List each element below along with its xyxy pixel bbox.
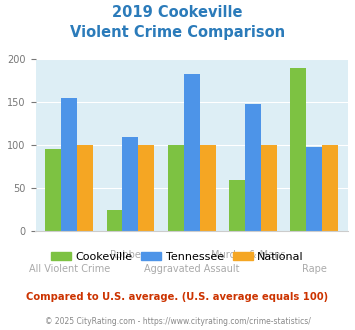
Text: All Violent Crime: All Violent Crime — [28, 264, 110, 274]
Bar — [45, 149, 61, 231]
Bar — [306, 147, 322, 231]
Bar — [184, 74, 200, 231]
Bar — [290, 68, 306, 231]
Bar — [261, 145, 277, 231]
Text: 2019 Cookeville: 2019 Cookeville — [112, 5, 243, 20]
Bar — [245, 104, 261, 231]
Bar — [61, 98, 77, 231]
Bar — [138, 145, 154, 231]
Text: Rape: Rape — [302, 264, 327, 274]
Text: Compared to U.S. average. (U.S. average equals 100): Compared to U.S. average. (U.S. average … — [26, 292, 329, 302]
Text: Robbery: Robbery — [110, 250, 151, 260]
Text: Aggravated Assault: Aggravated Assault — [144, 264, 240, 274]
Bar — [200, 145, 215, 231]
Legend: Cookeville, Tennessee, National: Cookeville, Tennessee, National — [47, 248, 308, 267]
Bar — [168, 145, 184, 231]
Bar — [229, 180, 245, 231]
Text: Murder & Mans...: Murder & Mans... — [211, 250, 295, 260]
Bar — [122, 137, 138, 231]
Bar — [77, 145, 93, 231]
Text: © 2025 CityRating.com - https://www.cityrating.com/crime-statistics/: © 2025 CityRating.com - https://www.city… — [45, 317, 310, 326]
Text: Violent Crime Comparison: Violent Crime Comparison — [70, 25, 285, 40]
Bar — [322, 145, 338, 231]
Bar — [106, 210, 122, 231]
